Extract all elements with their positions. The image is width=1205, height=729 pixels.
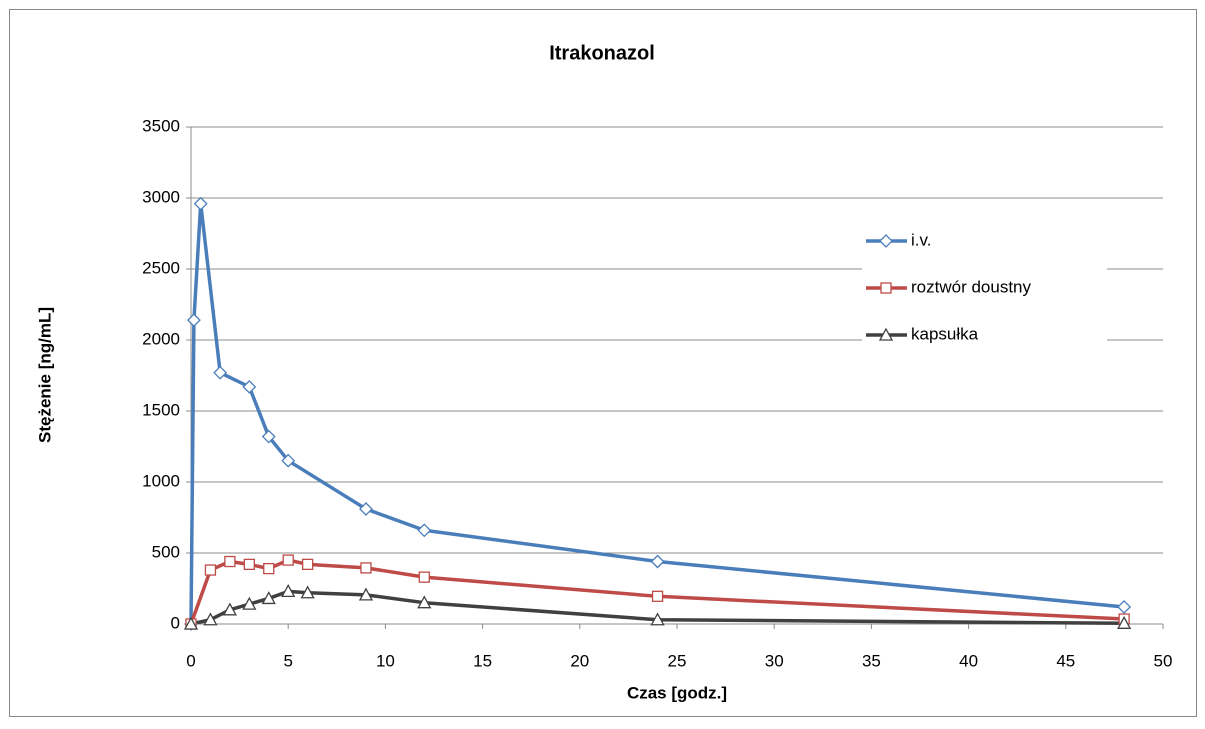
y-tick-label: 2500 [142,258,180,277]
marker [1117,600,1132,614]
marker [224,555,236,568]
y-tick-label: 3500 [142,116,180,135]
marker [417,595,432,609]
marker [242,596,257,610]
legend-label: roztwór doustny [911,277,1031,296]
marker [222,602,237,616]
marker [261,429,276,444]
marker [300,585,315,599]
marker [263,562,275,575]
marker [243,558,255,571]
marker [193,196,208,211]
marker [360,562,372,574]
marker [261,591,276,605]
marker [281,583,296,597]
x-tick-label: 40 [959,651,978,670]
marker [203,612,218,626]
y-tick-label: 1500 [142,400,180,419]
marker [301,558,314,571]
legend-label: i.v. [911,230,931,249]
marker [183,616,199,630]
x-tick-label: 30 [765,651,784,670]
x-tick-label: 25 [668,651,687,670]
grid [191,126,1163,625]
x-tick-label: 15 [473,651,492,670]
marker [281,453,296,468]
x-tick-label: 20 [570,651,589,670]
x-tick-label: 5 [283,651,292,670]
marker [282,554,294,566]
marker [650,554,665,569]
marker [358,587,374,601]
marker [186,313,201,328]
x-tick-label: 35 [862,651,881,670]
legend-marker [880,282,892,294]
marker [242,379,257,394]
legend-marker [878,327,894,341]
marker [418,571,430,583]
x-tick-label: 50 [1154,651,1173,670]
marker [417,523,432,538]
chart-frame [9,9,1197,717]
marker [213,365,228,380]
y-tick-label: 1000 [142,471,180,490]
marker [359,502,373,516]
chart-title: Itrakonazol [549,42,655,64]
legend-box [862,226,1107,346]
legend-marker [879,234,893,248]
x-axis-label: Czas [godz.] [627,683,727,702]
marker [1117,615,1132,629]
marker [651,590,664,602]
marker [650,612,665,626]
legend-label: kapsułka [911,324,979,343]
y-tick-label: 0 [171,613,180,632]
y-tick-label: 500 [152,542,180,561]
x-tick-label: 45 [1056,651,1075,670]
marker [204,564,217,576]
y-tick-label: 3000 [142,187,180,206]
y-tick-label: 2000 [142,329,180,348]
y-axis-label: Stężenie [ng/mL] [35,307,54,443]
x-tick-label: 10 [376,651,395,670]
x-tick-label: 0 [186,651,195,670]
